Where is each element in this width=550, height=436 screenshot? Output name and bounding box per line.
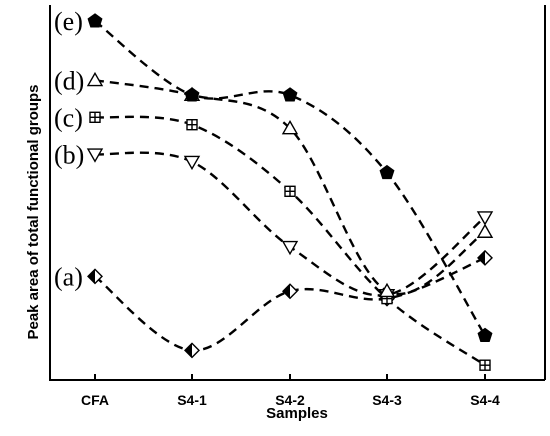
x-tick-label: S4-1 [177, 392, 207, 408]
data-point [479, 359, 491, 371]
x-tick-label: S4-2 [275, 392, 305, 408]
x-ticks: CFA S4-1 S4-2 S4-3 S4-4 [81, 374, 500, 408]
data-point [379, 164, 395, 180]
axes [49, 5, 546, 381]
data-point [476, 223, 494, 238]
data-point [86, 71, 104, 87]
x-tick-label: CFA [81, 392, 109, 408]
data-point [89, 111, 101, 124]
series-label: (e) [54, 7, 83, 36]
data-point [184, 87, 200, 102]
data-point [282, 283, 298, 300]
series-line [94, 256, 486, 352]
y-axis-title: Peak area of total functional groups [25, 84, 42, 339]
data-point [86, 148, 104, 163]
data-point [281, 240, 299, 256]
data-point [87, 268, 103, 285]
series-label: (a) [54, 262, 83, 291]
data-point [477, 327, 493, 342]
data-point [476, 211, 494, 226]
x-axis-title: Samples [266, 405, 328, 422]
data-point [282, 87, 298, 102]
data-point [183, 155, 201, 171]
data-point [378, 282, 396, 298]
data-point [284, 185, 296, 198]
series-line [94, 79, 486, 296]
x-tick-label: S4-4 [470, 392, 500, 408]
data-point [184, 342, 200, 359]
series-label: (d) [54, 66, 84, 95]
data-point [186, 118, 198, 131]
series-label: (b) [54, 140, 84, 169]
series-labels: (a) (b) (c) (d) (e) [54, 7, 84, 291]
data-point [477, 249, 493, 266]
series-line [94, 151, 486, 297]
data-point [87, 13, 103, 28]
data-markers [86, 13, 494, 371]
x-tick-label: S4-3 [372, 392, 402, 408]
data-point [281, 119, 299, 135]
series-label: (c) [54, 103, 83, 132]
